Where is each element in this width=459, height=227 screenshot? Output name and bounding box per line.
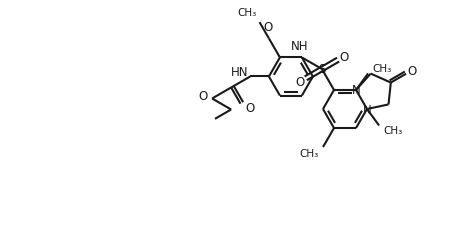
Text: CH₃: CH₃ [237,8,256,18]
Text: O: O [339,50,348,63]
Text: O: O [407,64,416,77]
Text: CH₃: CH₃ [371,64,391,74]
Text: O: O [263,21,272,34]
Text: S: S [318,63,325,76]
Text: CH₃: CH₃ [382,126,402,136]
Text: NH: NH [291,40,308,53]
Text: O: O [294,76,303,89]
Text: HN: HN [230,66,248,79]
Text: N: N [351,84,359,97]
Text: O: O [245,102,254,115]
Text: N: N [362,103,370,116]
Text: O: O [198,90,207,103]
Text: CH₃: CH₃ [299,148,318,158]
